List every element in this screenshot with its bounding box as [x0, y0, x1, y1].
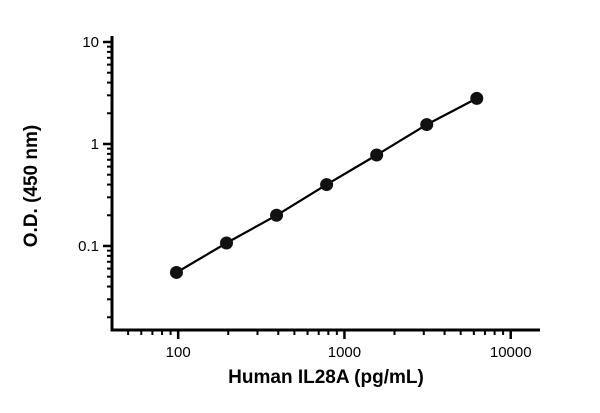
- data-point-marker: [320, 178, 334, 192]
- x-tick-label: 10000: [490, 344, 532, 361]
- data-point-marker: [220, 236, 234, 250]
- data-point-marker: [370, 148, 384, 162]
- data-point-marker: [169, 265, 183, 279]
- y-axis-title: O.D. (450 nm): [21, 124, 42, 248]
- data-point-marker: [270, 208, 284, 222]
- y-tick-label: 1: [91, 136, 99, 153]
- x-tick-label: 1000: [328, 344, 361, 361]
- data-point-marker: [420, 118, 434, 132]
- y-tick-label: 10: [82, 34, 99, 51]
- y-tick-label: 0.1: [78, 238, 99, 255]
- x-tick-label: 100: [166, 344, 191, 361]
- x-axis-title: Human IL28A (pg/mL): [228, 367, 424, 388]
- data-point-marker: [470, 91, 484, 105]
